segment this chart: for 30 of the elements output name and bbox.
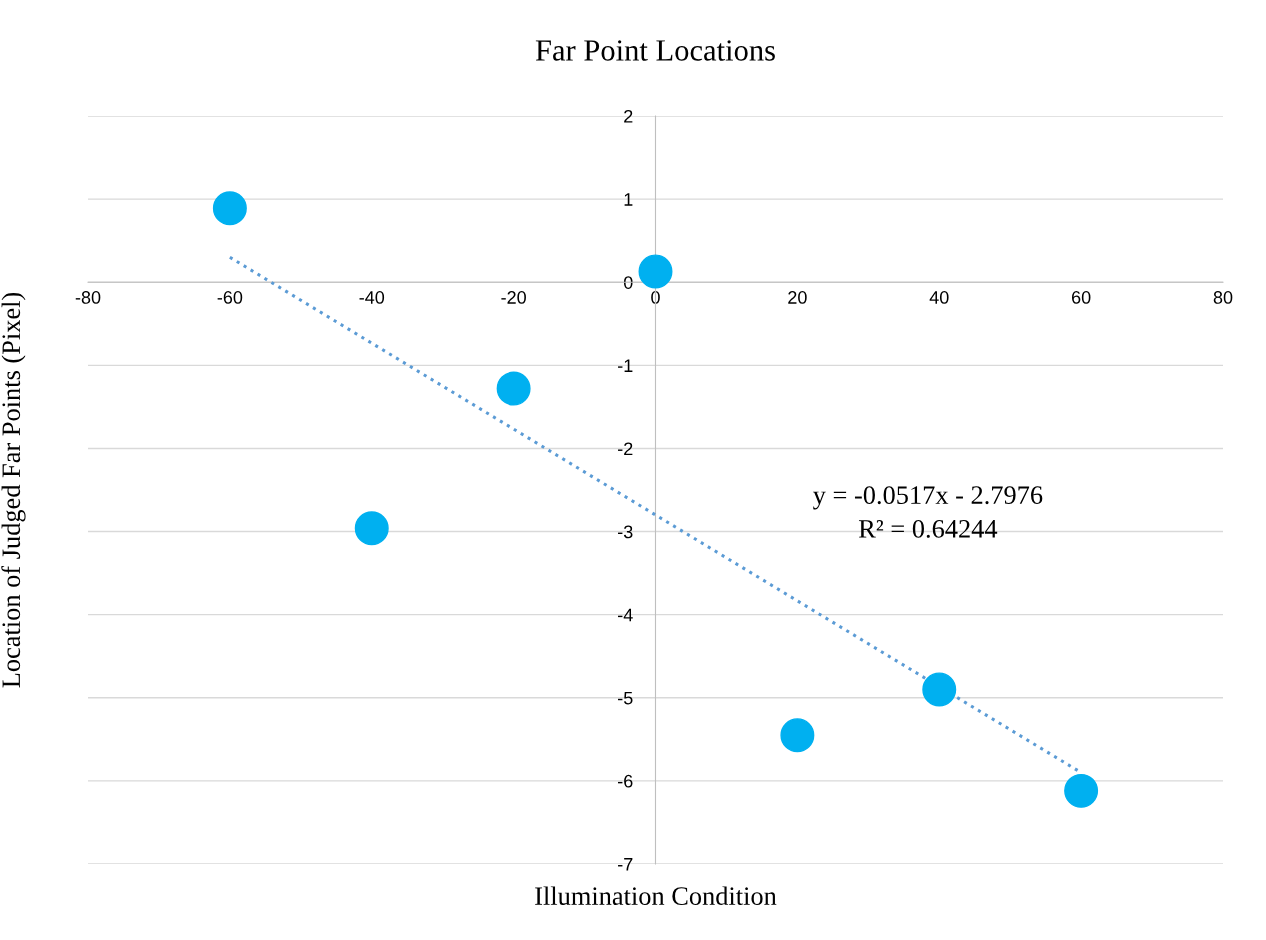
y-tick-label: -6 [618, 774, 633, 788]
x-tick-label: 60 [1072, 291, 1091, 304]
annotation: R² = 0.64244 [858, 519, 998, 538]
y-tick-label: -3 [618, 525, 633, 539]
x-tick-label: 20 [788, 291, 807, 304]
x-tick-label: 80 [1213, 291, 1233, 304]
y-tick-label: -7 [618, 858, 633, 871]
x-axis-title: Illumination Condition [535, 886, 777, 906]
point [638, 254, 673, 289]
point [922, 672, 957, 707]
y-tick-label: -1 [618, 359, 633, 372]
y-tick-label: -5 [618, 691, 633, 705]
y-tick-label: -2 [618, 442, 633, 455]
x-tick-label: -20 [501, 291, 526, 304]
x-tick-label: -60 [217, 291, 243, 304]
x-tick-label: -80 [75, 291, 101, 304]
annotation: y = -0.0517x - 2.7976 [813, 486, 1043, 510]
y-tick-label: -4 [618, 608, 633, 622]
point [354, 511, 389, 546]
y-tick-label: 1 [624, 193, 633, 206]
point [496, 371, 531, 406]
point [1064, 773, 1099, 808]
y-tick-label: 0 [623, 276, 633, 289]
y-axis-title: Location of Judged Far Points (Pixel) [1, 292, 26, 688]
y-tick-label: 2 [624, 109, 633, 123]
point [212, 191, 247, 226]
x-tick-label: -40 [359, 291, 385, 304]
x-tick-label: 40 [929, 291, 949, 304]
chart-title: Far Point Locations [535, 40, 775, 61]
point [780, 718, 815, 753]
